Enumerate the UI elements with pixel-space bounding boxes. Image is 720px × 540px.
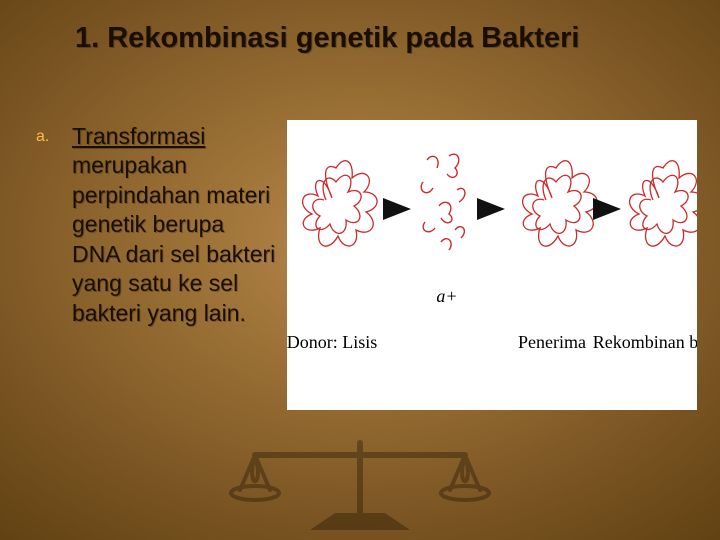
slide-title: 1. Rekombinasi genetik pada Bakteri bbox=[75, 22, 690, 55]
body-paragraph: merupakan perpindahan materi genetik ber… bbox=[72, 152, 275, 325]
figure-svg: Donor: Lisis a+ Penerima bbox=[287, 120, 697, 410]
panel-recombinant bbox=[630, 161, 697, 246]
panel-fragments bbox=[421, 154, 465, 250]
caption-fragments: a+ bbox=[436, 286, 457, 306]
arrow-icon bbox=[477, 198, 505, 220]
transformation-figure: Donor: Lisis a+ Penerima bbox=[287, 120, 697, 410]
arrow-icon bbox=[593, 198, 621, 220]
panel-donor bbox=[303, 161, 377, 246]
scale-shadow-icon bbox=[195, 435, 525, 540]
caption-recipient: Penerima bbox=[518, 332, 586, 352]
panel-recipient bbox=[523, 161, 597, 246]
body-heading: Transformasi bbox=[72, 123, 205, 149]
body-text: Transformasi merupakan perpindahan mater… bbox=[72, 122, 277, 328]
slide: 1. Rekombinasi genetik pada Bakteri a. T… bbox=[0, 0, 720, 540]
caption-donor: Donor: Lisis bbox=[287, 332, 377, 352]
arrow-icon bbox=[383, 198, 411, 220]
list-marker: a. bbox=[36, 128, 49, 146]
caption-recombinant: Rekombinan baru bbox=[593, 332, 697, 352]
